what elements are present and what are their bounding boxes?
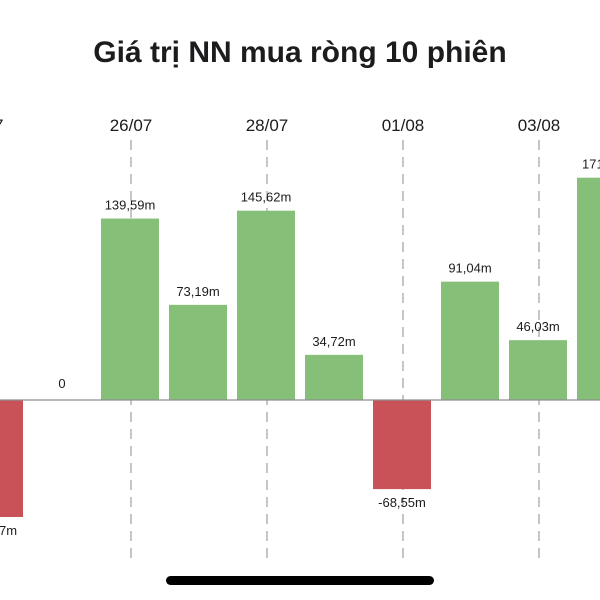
bar: [373, 400, 431, 490]
tick-label: 28/07: [246, 116, 289, 135]
data-label: 91,04m: [448, 261, 491, 276]
data-label: 46,03m: [516, 319, 559, 334]
tick-labels: 07 26/07 28/07 01/08 03/08: [0, 116, 560, 135]
bars: [0, 177, 600, 517]
tick-label: 01/08: [382, 116, 425, 135]
bar: [101, 218, 159, 400]
data-label: 7m: [0, 523, 17, 538]
bar: [509, 340, 567, 400]
data-label: -68,55m: [378, 495, 426, 510]
data-label: 171: [582, 157, 600, 172]
bar: [0, 400, 23, 517]
data-label: 73,19m: [176, 284, 219, 299]
home-indicator[interactable]: [166, 576, 434, 585]
tick-label: 26/07: [110, 116, 153, 135]
data-labels: 7m 0 139,59m 73,19m 145,62m 34,72m -68,55m 91,0…: [0, 157, 600, 538]
tick-label: 03/08: [518, 116, 561, 135]
bar: [237, 210, 295, 400]
bar: [169, 304, 227, 400]
data-label: 0: [58, 376, 65, 391]
bar: [577, 177, 600, 400]
data-label: 139,59m: [105, 198, 156, 213]
bar: [441, 281, 499, 400]
bar: [305, 354, 363, 400]
tick-label: 07: [0, 116, 3, 135]
data-label: 34,72m: [312, 334, 355, 349]
data-label: 145,62m: [241, 190, 292, 205]
chart-title: Giá trị NN mua ròng 10 phiên: [93, 36, 507, 69]
